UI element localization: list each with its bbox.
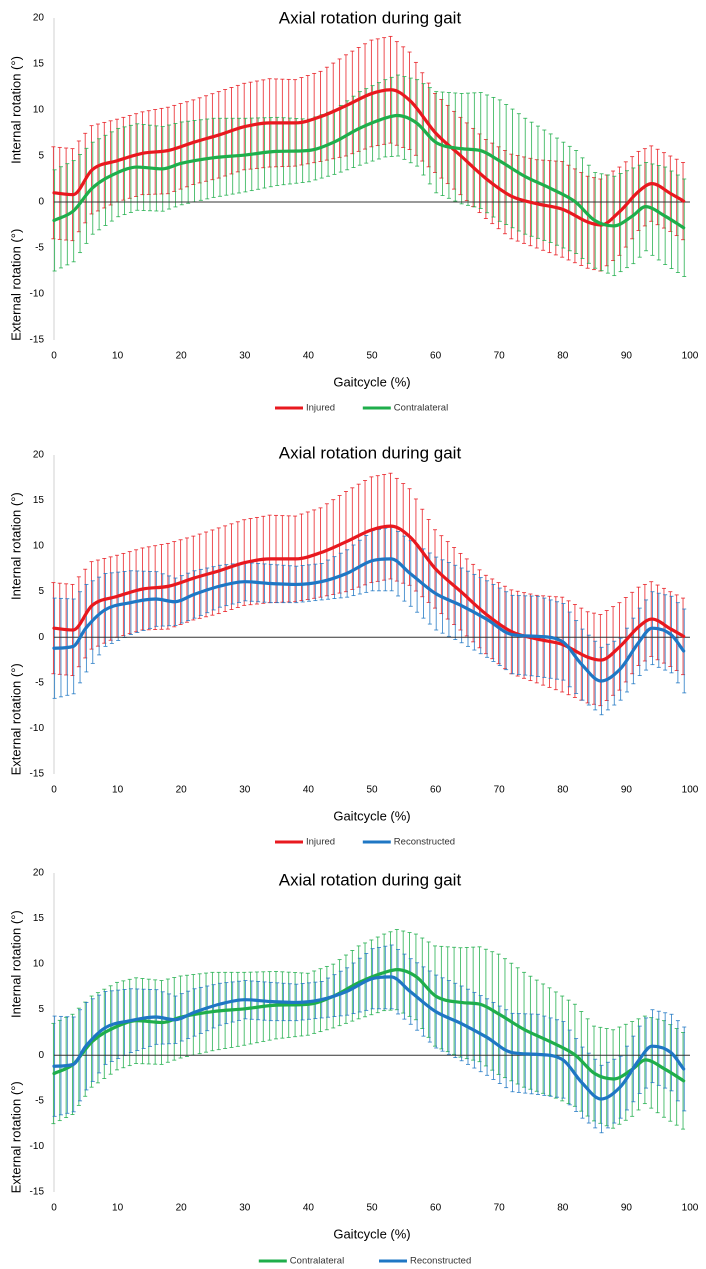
x-tick-label: 70	[494, 351, 506, 362]
legend-item-contralateral: Contralateral	[362, 403, 448, 414]
x-tick-label: 80	[557, 785, 569, 796]
series-line-injured	[52, 88, 686, 227]
y-tick-label: -5	[35, 243, 44, 254]
x-tick-label: 10	[112, 785, 124, 796]
x-tick-label: 90	[621, 785, 633, 796]
legend: Contralateral Reconstructed	[258, 1256, 471, 1267]
x-tick-label: 20	[176, 785, 188, 796]
x-tick-label: 40	[303, 785, 315, 796]
x-tick-label: 30	[239, 785, 251, 796]
x-tick-label: 10	[112, 351, 124, 362]
y-axis-label-external: External rotation (°)	[9, 663, 24, 775]
y-tick-label: -15	[30, 1187, 45, 1198]
y-tick-label: 15	[33, 495, 45, 506]
y-tick-label: 5	[38, 1004, 44, 1015]
x-tick-label: 60	[430, 351, 442, 362]
series-line-contralateral	[52, 968, 686, 1083]
y-tick-label: 20	[33, 450, 45, 461]
series-line-reconstructed	[52, 975, 686, 1101]
x-tick-label: 0	[51, 785, 57, 796]
series-line-injured	[52, 524, 686, 662]
x-tick-label: 100	[682, 1203, 699, 1214]
x-tick-label: 0	[51, 1203, 57, 1214]
y-tick-label: -10	[30, 723, 45, 734]
x-tick-label: 90	[621, 1203, 633, 1214]
y-tick-label: -15	[30, 335, 45, 346]
legend-label: Injured	[306, 403, 335, 414]
x-axis-label: Gaitcycle (%)	[333, 809, 410, 824]
x-tick-label: 80	[557, 1203, 569, 1214]
x-tick-label: 60	[430, 1203, 442, 1214]
y-tick-label: 20	[33, 868, 45, 879]
y-tick-label: -15	[30, 769, 45, 780]
chart-title: Axial rotation during gait	[279, 9, 462, 28]
error-bars-contralateral	[52, 74, 687, 277]
x-tick-label: 70	[494, 785, 506, 796]
error-bars-reconstructed	[52, 944, 687, 1134]
y-tick-label: 20	[33, 13, 45, 24]
legend-item-injured: Injured	[275, 837, 335, 848]
chart-title: Axial rotation during gait	[279, 444, 462, 463]
x-tick-label: 20	[176, 1203, 188, 1214]
x-axis-label: Gaitcycle (%)	[333, 375, 410, 390]
y-tick-label: 10	[33, 105, 45, 116]
chart-panel-2: Axial rotation during gait -15 -10 -5 0 5 10 15…	[9, 444, 699, 848]
x-tick-label: 70	[494, 1203, 506, 1214]
legend-item-reconstructed: Reconstructed	[362, 837, 455, 848]
x-tick-label: 30	[239, 351, 251, 362]
series-line-contralateral	[52, 113, 686, 230]
y-tick-label: 5	[38, 151, 44, 162]
x-tick-label: 40	[303, 351, 315, 362]
legend-item-reconstructed: Reconstructed	[379, 1256, 471, 1267]
x-tick-label: 0	[51, 351, 57, 362]
legend-label: Reconstructed	[410, 1256, 471, 1267]
chart-panel-1: Axial rotation during gait -15 -10 -5 0 5 10 15…	[9, 9, 699, 414]
legend-item-contralateral: Contralateral	[258, 1256, 344, 1267]
y-tick-label: 0	[38, 632, 44, 643]
y-axis-label-internal: Internal rotation (°)	[9, 492, 24, 600]
x-tick-label: 30	[239, 1203, 251, 1214]
x-tick-label: 90	[621, 351, 633, 362]
y-tick-label: 15	[33, 913, 45, 924]
legend: Injured Reconstructed	[275, 837, 455, 848]
y-tick-label: -5	[35, 1095, 44, 1106]
y-tick-label: -10	[30, 1141, 45, 1152]
error-bars-reconstructed	[52, 526, 687, 716]
x-axis-label: Gaitcycle (%)	[333, 1227, 410, 1242]
x-tick-label: 80	[557, 351, 569, 362]
y-tick-label: 0	[38, 1050, 44, 1061]
y-axis-label-internal: Internal rotation (°)	[9, 910, 24, 1018]
y-tick-label: 0	[38, 197, 44, 208]
legend-item-injured: Injured	[275, 403, 335, 414]
legend-label: Contralateral	[290, 1256, 344, 1267]
series-line-reconstructed	[52, 557, 686, 683]
x-tick-label: 40	[303, 1203, 315, 1214]
y-tick-label: -10	[30, 289, 45, 300]
y-tick-label: 10	[33, 541, 45, 552]
x-tick-label: 10	[112, 1203, 124, 1214]
y-axis-label-internal: Internal rotation (°)	[9, 56, 24, 164]
chart-title: Axial rotation during gait	[279, 871, 462, 890]
error-bars-contralateral	[51, 929, 686, 1130]
y-tick-label: 5	[38, 586, 44, 597]
y-tick-label: 15	[33, 59, 45, 70]
x-tick-label: 50	[366, 785, 378, 796]
chart-panel-3: Axial rotation during gait -15 -10 -5 0 5 10 15…	[9, 868, 699, 1267]
x-tick-label: 100	[682, 785, 699, 796]
x-tick-label: 100	[682, 351, 699, 362]
x-tick-label: 50	[366, 351, 378, 362]
legend-label: Contralateral	[394, 403, 448, 414]
x-tick-label: 20	[176, 351, 188, 362]
legend-label: Injured	[306, 837, 335, 848]
legend-label: Reconstructed	[394, 837, 455, 848]
x-tick-label: 60	[430, 785, 442, 796]
y-tick-label: -5	[35, 677, 44, 688]
y-tick-label: 10	[33, 959, 45, 970]
y-axis-label-external: External rotation (°)	[9, 229, 24, 341]
x-tick-label: 50	[366, 1203, 378, 1214]
legend: Injured Contralateral	[275, 403, 448, 414]
y-axis-label-external: External rotation (°)	[9, 1081, 24, 1193]
